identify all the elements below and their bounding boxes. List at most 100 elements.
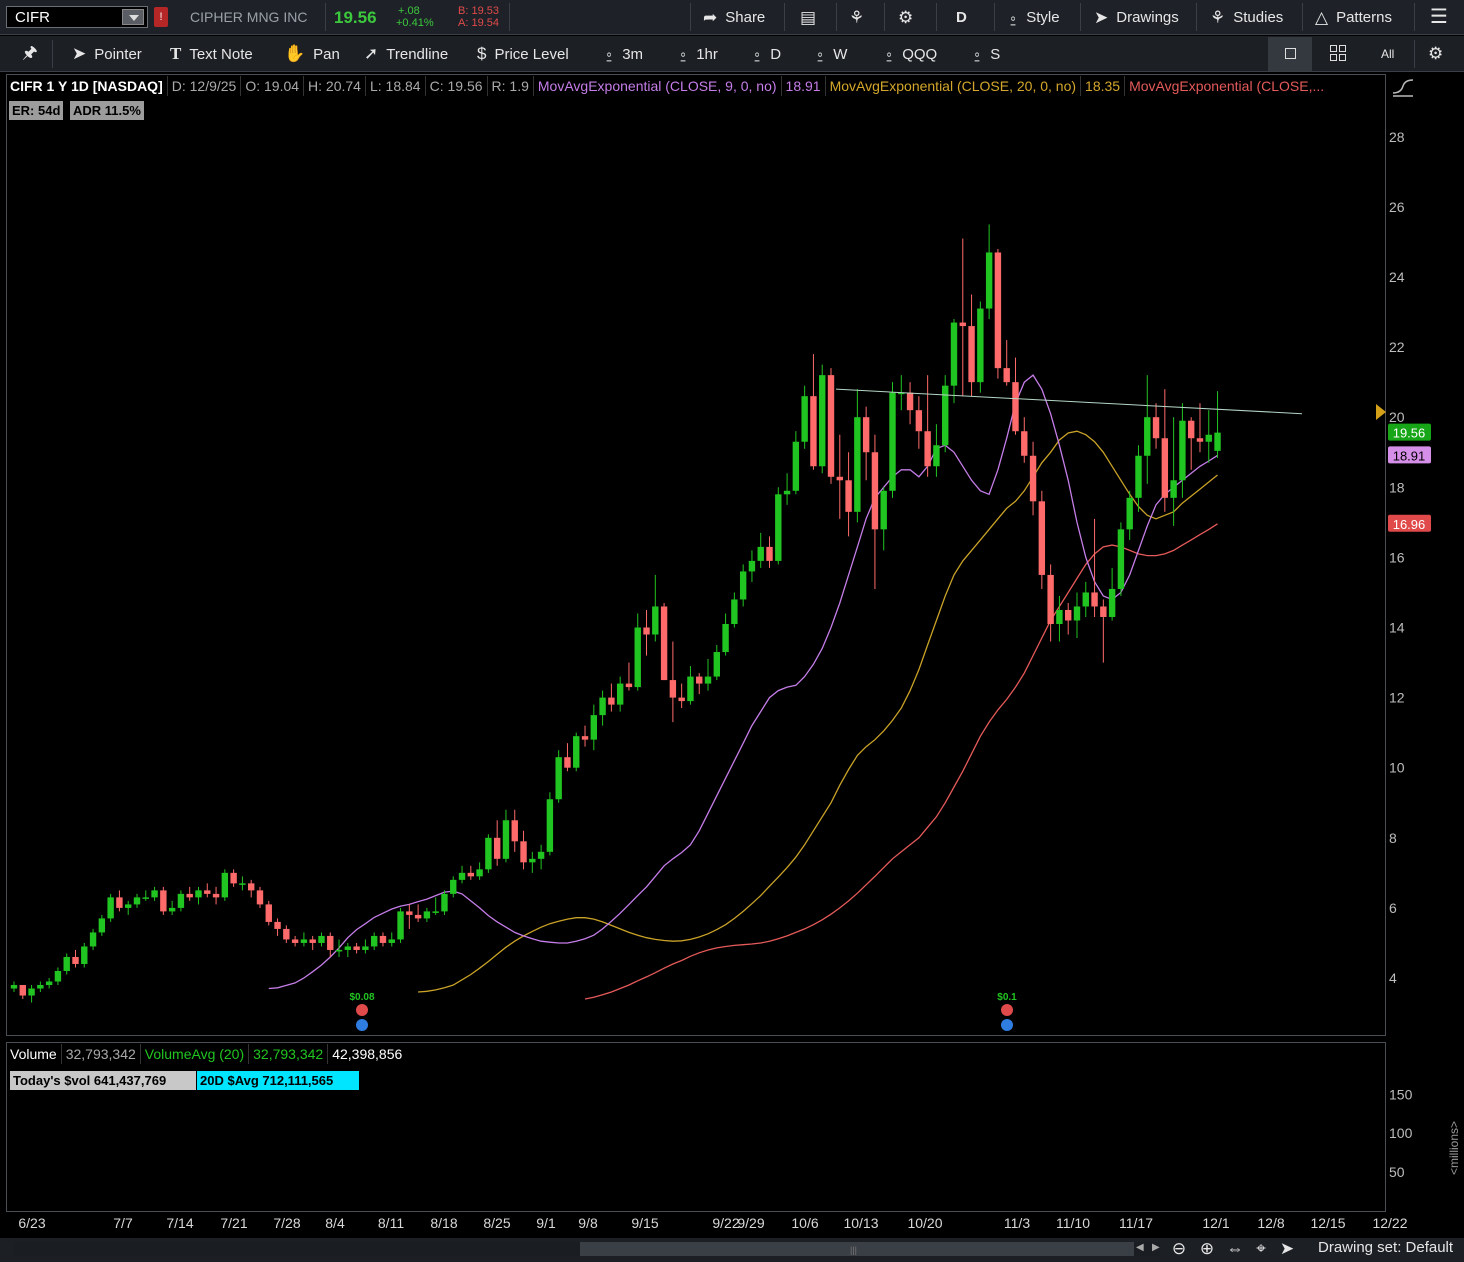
ema50-label[interactable]: MovAvgExponential (CLOSE,... (1129, 78, 1325, 94)
candle-body (766, 546, 773, 561)
price-level-tool[interactable]: $ Price Level (477, 36, 569, 72)
candle-body (748, 560, 756, 572)
candle-body (458, 872, 466, 880)
candle-body (1161, 438, 1169, 498)
candle-body (467, 872, 475, 877)
chart-settings-button[interactable]: ▤ (800, 0, 816, 35)
single-layout-button[interactable] (1268, 37, 1312, 71)
pointer-tool[interactable]: ➤ Pointer (72, 36, 142, 72)
candle-body (406, 911, 413, 915)
divider (884, 3, 885, 31)
candle-body (195, 890, 202, 898)
aggregation-button[interactable]: D (956, 0, 967, 35)
candle-body (801, 396, 808, 442)
qqq-button[interactable]: ⍛ QQQ (884, 36, 937, 72)
pointer-label: Pointer (94, 45, 142, 63)
percent-change: +0.41% (396, 17, 434, 29)
time-axis-tick: 11/3 (1004, 1215, 1030, 1231)
scroll-left-icon[interactable]: ◀ (1136, 1242, 1144, 1253)
candle-body (318, 935, 325, 943)
timeframe-1hr[interactable]: ⍛ 1hr (678, 36, 718, 72)
volume-avg-label[interactable]: VolumeAvg (20) (141, 1044, 250, 1064)
pin-button[interactable]: 🖈 (22, 36, 38, 72)
square-icon (1285, 48, 1296, 59)
ema9-label[interactable]: MovAvgExponential (CLOSE, 9, 0, no) (534, 76, 782, 96)
ema20-label[interactable]: MovAvgExponential (CLOSE, 20, 0, no) (826, 76, 1082, 96)
ema50-price-tag-bg (1388, 514, 1431, 532)
candle-body (687, 676, 694, 702)
symbol-dropdown-button[interactable] (122, 9, 144, 25)
pan-arrows-icon[interactable]: ⇔ (1226, 1239, 1244, 1258)
time-axis-tick: 9/22 (712, 1215, 739, 1231)
symbol-input[interactable]: CIFR (6, 6, 148, 28)
drawings-button[interactable]: ➤ Drawings (1094, 0, 1179, 35)
grid-layout-button[interactable] (1330, 45, 1348, 63)
candle-body (1012, 382, 1019, 432)
candle-body (1056, 609, 1063, 624)
pointer-icon[interactable]: ➤ (1279, 1239, 1295, 1258)
share-icon: ➦ (703, 8, 718, 27)
drawing-toolbar (0, 36, 1464, 72)
zoom-out-icon[interactable]: ⊖ (1171, 1239, 1187, 1258)
drawing-set-selector[interactable]: Drawing set: Default (1318, 1239, 1454, 1256)
candle-body (898, 392, 905, 395)
trendline (835, 388, 1303, 415)
candle-body (810, 396, 817, 467)
time-axis-tick: 9/8 (578, 1215, 598, 1231)
axis-scale-icon[interactable] (1391, 77, 1415, 97)
menu-button[interactable]: ☰ (1430, 0, 1448, 35)
candle-body (283, 928, 290, 940)
candle-body (230, 872, 237, 884)
scrollbar-thumb[interactable]: ||| (580, 1242, 1134, 1256)
ask-price: A: 19.54 (458, 17, 499, 29)
candle-body (168, 907, 176, 912)
pin-icon: 🖈 (22, 42, 38, 62)
candle-body (942, 385, 949, 446)
candle-body (977, 308, 984, 383)
timeframe-d-label: D (770, 45, 782, 63)
trendline-tool[interactable]: ➚ Trendline (364, 36, 448, 72)
time-axis-tick: 8/25 (483, 1215, 510, 1231)
text-note-tool[interactable]: T Text Note (170, 36, 253, 72)
candle-body (335, 949, 343, 952)
crosshair-icon[interactable]: ⌖ (1256, 1239, 1266, 1258)
all-layouts-button[interactable]: All (1381, 36, 1394, 72)
studies-button[interactable]: ⚘ Studies (1210, 0, 1283, 35)
candle-body (327, 935, 334, 950)
candle-body (573, 736, 580, 768)
time-axis-tick: 8/18 (430, 1215, 457, 1231)
bar-high: H: 20.74 (304, 76, 366, 96)
volume-value: 32,793,342 (62, 1044, 141, 1064)
candle-body (54, 970, 62, 982)
alert-flag-icon[interactable]: ! (154, 7, 168, 27)
time-axis-tick: 9/29 (737, 1215, 764, 1231)
candle-body (204, 890, 211, 894)
chart-settings-gear[interactable]: ⚙ (1428, 36, 1443, 72)
earnings-icon (356, 1019, 368, 1031)
flask-button[interactable]: ⚘ (849, 0, 864, 35)
ema9-price-tag-bg (1388, 446, 1431, 464)
pan-tool[interactable]: ✋ Pan (284, 36, 340, 72)
s-button[interactable]: ⍛ S (972, 36, 1000, 72)
gear-button[interactable]: ⚙ (898, 0, 913, 35)
timeframe-w[interactable]: ⍛ W (815, 36, 847, 72)
candle-body (1214, 432, 1221, 451)
timeframe-d[interactable]: ⍛ D (752, 36, 781, 72)
pan-label: Pan (313, 45, 340, 63)
share-button[interactable]: ➦ Share (703, 0, 765, 35)
time-axis-tick: 10/13 (843, 1215, 878, 1231)
adr-badge: ADR 11.5% (70, 101, 144, 120)
patterns-button[interactable]: △ Patterns (1315, 0, 1392, 35)
s-label: S (990, 45, 1001, 63)
time-axis-tick: 10/6 (791, 1215, 818, 1231)
todays-dollar-volume: Today's $vol 641,437,769 (10, 1071, 196, 1090)
candle-body (344, 946, 352, 950)
candle-body (388, 939, 395, 943)
time-axis-tick: 11/10 (1056, 1215, 1090, 1231)
style-button[interactable]: ⍛ Style (1008, 0, 1060, 35)
divider (1414, 40, 1415, 68)
scroll-right-icon[interactable]: ▶ (1152, 1242, 1160, 1253)
zoom-in-icon[interactable]: ⊕ (1199, 1239, 1215, 1258)
timeframe-3m[interactable]: ⍛ 3m (604, 36, 643, 72)
volume-panel[interactable] (6, 1042, 1386, 1212)
